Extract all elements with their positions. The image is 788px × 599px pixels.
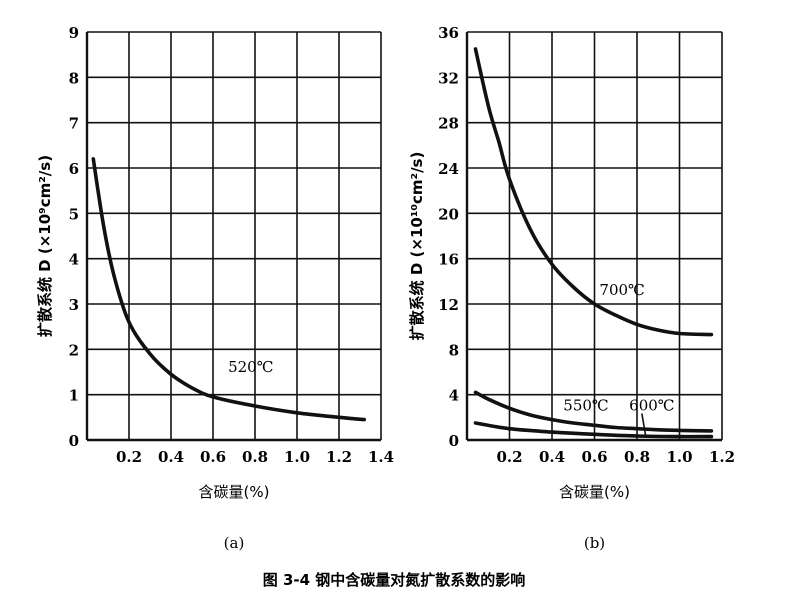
y-tick-label: 0	[69, 432, 79, 450]
x-tick-label: 0.6	[581, 448, 607, 466]
series-line	[473, 390, 714, 433]
x-tick-label: 1.2	[326, 448, 352, 466]
x-tick-label: 1.4	[368, 448, 394, 466]
y-tick-label: 4	[449, 387, 459, 405]
grid-lines	[87, 31, 382, 441]
y-tick-label: 32	[438, 69, 459, 87]
y-tick-label: 3	[69, 296, 79, 314]
x-axis-title: 含碳量(%)	[559, 483, 630, 501]
x-tick-label: 0.8	[624, 448, 650, 466]
figure-caption: 图 3-4 钢中含碳量对氮扩散系数的影响	[263, 571, 526, 589]
panel-label: (b)	[584, 534, 605, 552]
x-tick-label: 1.2	[709, 448, 735, 466]
series-line	[473, 47, 714, 337]
x-tick-label: 0.6	[200, 448, 226, 466]
x-tick-label: 0.2	[116, 448, 142, 466]
y-tick-label: 24	[438, 160, 459, 178]
series-line	[91, 157, 366, 422]
annotation-leader-line	[641, 413, 647, 436]
y-tick-label: 6	[69, 160, 79, 178]
y-tick-label: 7	[69, 115, 79, 133]
y-tick-label: 8	[449, 341, 459, 359]
y-tick-label: 20	[438, 205, 459, 223]
x-tick-label: 1.0	[666, 448, 692, 466]
x-tick-label: 0.4	[539, 448, 565, 466]
series-annotation-label: 700℃	[599, 281, 644, 299]
y-tick-label: 1	[69, 387, 79, 405]
series-annotation-label: 550℃	[563, 397, 608, 415]
y-tick-label: 8	[69, 69, 79, 87]
series-annotation-label: 600℃	[629, 397, 674, 415]
y-tick-label: 0	[449, 432, 459, 450]
series-line	[473, 421, 714, 439]
panel-b-chart: 0 4 8 12 16 20 24 28 32 36 0.2 0.4 0.6 0.8 1.0 1.2 含碳量(%…	[408, 24, 735, 552]
y-tick-label: 12	[438, 296, 459, 314]
x-axis-title: 含碳量(%)	[199, 483, 270, 501]
panel-label: (a)	[224, 534, 245, 552]
y-tick-label: 28	[438, 115, 459, 133]
y-tick-label: 4	[69, 251, 79, 269]
y-axis-title: 扩散系统 D (×10⁹cm²/s)	[36, 155, 54, 337]
y-tick-label: 36	[438, 24, 459, 42]
grid-lines	[467, 31, 723, 441]
x-tick-label: 0.4	[158, 448, 184, 466]
y-tick-label: 5	[69, 205, 79, 223]
y-tick-label: 16	[438, 251, 459, 269]
panel-a-chart: 0 1 2 3 4 5 6 7 8 9 0.2 0.4 0.6 0.8 1.0 1.2 1.4 含碳量(%) 扩散系…	[36, 24, 394, 552]
x-tick-label: 0.8	[242, 448, 268, 466]
series-annotation-label: 520℃	[228, 358, 273, 376]
y-tick-label: 2	[69, 341, 79, 359]
y-tick-label: 9	[69, 24, 79, 42]
y-axis-title: 扩散系统 D (×10¹⁰cm²/s)	[408, 152, 426, 341]
x-tick-label: 1.0	[284, 448, 310, 466]
x-tick-label: 0.2	[496, 448, 522, 466]
